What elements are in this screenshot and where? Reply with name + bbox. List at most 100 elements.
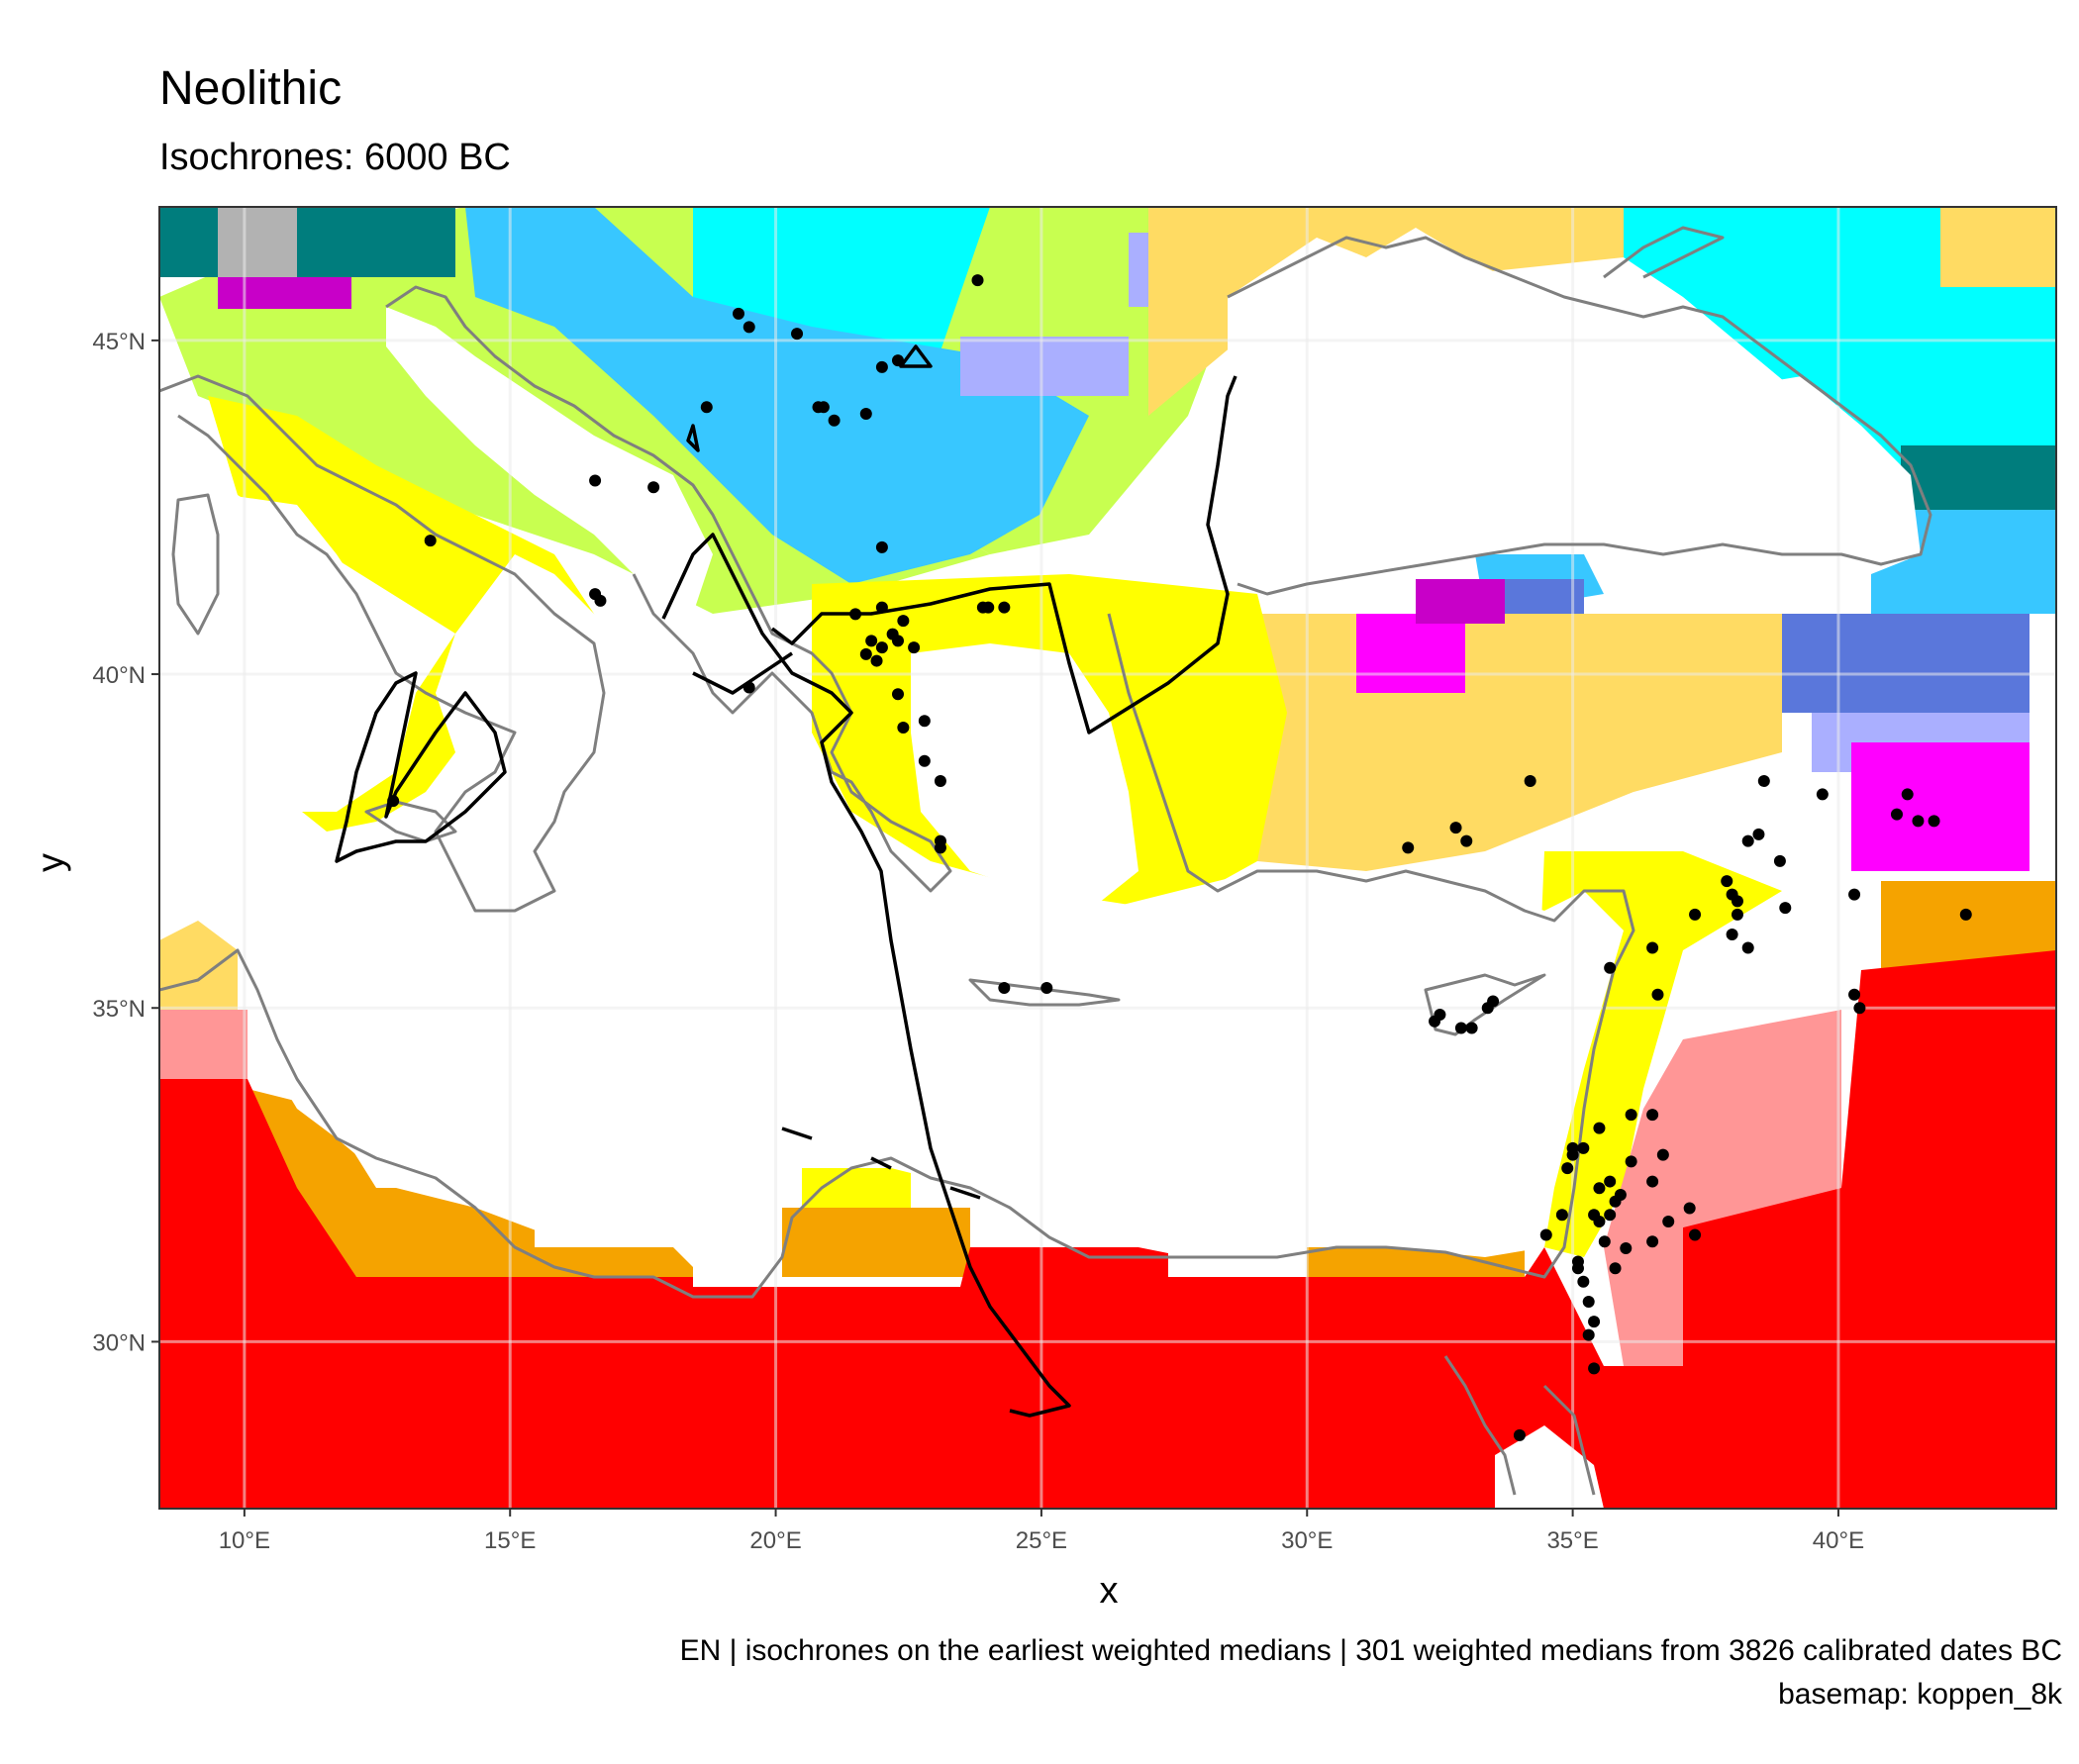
graticule xyxy=(159,207,2056,1509)
isochrone-sicily xyxy=(335,671,507,863)
site-point xyxy=(1721,875,1733,888)
site-point xyxy=(1524,774,1536,787)
site-point xyxy=(1625,1109,1637,1122)
site-point xyxy=(1582,1328,1595,1341)
site-point xyxy=(424,535,437,547)
site-point xyxy=(897,615,910,628)
region-dry-continental-anatolia xyxy=(1416,579,1505,624)
site-point xyxy=(998,601,1011,614)
coastline-north-africa xyxy=(159,948,1506,1299)
site-point xyxy=(1040,982,1053,994)
site-point xyxy=(1571,1262,1584,1275)
site-point xyxy=(934,774,946,787)
site-point xyxy=(971,274,984,287)
site-point xyxy=(1848,988,1861,1001)
site-point xyxy=(1487,995,1500,1008)
region-cold-desert-maghreb xyxy=(159,1010,248,1079)
climate-raster xyxy=(159,207,2056,1509)
site-point xyxy=(1454,1022,1467,1034)
site-point xyxy=(1566,1141,1579,1154)
site-point xyxy=(1539,1228,1552,1241)
site-point xyxy=(908,641,921,654)
site-point xyxy=(1752,828,1765,840)
caption-line-1: EN | isochrones on the earliest weighted… xyxy=(679,1634,2062,1667)
site-point xyxy=(828,414,841,427)
isochrones xyxy=(335,344,1238,1418)
site-point xyxy=(1513,1428,1526,1441)
site-point xyxy=(982,601,995,614)
site-point xyxy=(700,401,713,414)
site-point xyxy=(892,688,905,701)
isochrone-small xyxy=(686,344,933,452)
site-point xyxy=(1402,841,1415,854)
site-point xyxy=(1651,988,1664,1001)
region-dry-hot-continental-b xyxy=(1851,742,2030,871)
site-point xyxy=(647,481,660,494)
site-point xyxy=(859,647,872,660)
site-point xyxy=(742,681,755,694)
map-panel xyxy=(159,207,2056,1509)
site-point xyxy=(1683,1202,1696,1215)
region-dry-hot-continental xyxy=(1356,614,1465,693)
red-sea xyxy=(1495,1425,1604,1509)
adriatic-sea xyxy=(386,307,713,634)
region-hot-desert xyxy=(159,950,2056,1509)
region-dry-summer-cool-continental xyxy=(960,337,1129,396)
site-point xyxy=(1646,1235,1659,1248)
site-point xyxy=(387,795,400,808)
x-tick-label: 15°E xyxy=(484,1527,536,1554)
x-tick-label: 20°E xyxy=(749,1527,801,1554)
y-tick-label: 35°N xyxy=(92,996,146,1023)
region-tundra-east xyxy=(1901,445,2056,510)
x-tick-label: 40°E xyxy=(1813,1527,1864,1554)
site-point xyxy=(1620,1242,1633,1254)
x-tick-label: 35°E xyxy=(1546,1527,1598,1554)
site-point xyxy=(1582,1295,1595,1308)
region-dry-continental-alps xyxy=(218,277,351,309)
site-point xyxy=(589,474,602,487)
region-tundra xyxy=(159,207,455,277)
isochrone-balkans xyxy=(661,375,1238,1418)
x-tick-label: 25°E xyxy=(1016,1527,1067,1554)
panel-border xyxy=(158,206,2057,1510)
site-point xyxy=(1779,902,1792,915)
site-point xyxy=(1959,908,1972,921)
site-point xyxy=(594,594,607,607)
mediterranean-sea xyxy=(159,465,1624,1287)
site-point xyxy=(1901,788,1914,801)
site-point xyxy=(1726,929,1738,941)
site-point xyxy=(1646,941,1659,954)
region-alpine xyxy=(218,207,297,277)
site-point xyxy=(1588,1362,1601,1375)
site-point xyxy=(875,641,888,654)
map-title: Neolithic xyxy=(159,62,343,115)
site-point xyxy=(1561,1162,1574,1175)
site-point xyxy=(1577,1275,1590,1288)
site-point xyxy=(875,601,888,614)
y-tick-label: 45°N xyxy=(92,329,146,355)
site-point xyxy=(875,540,888,553)
x-tick-label: 10°E xyxy=(219,1527,270,1554)
site-point xyxy=(1773,854,1786,867)
y-tick-label: 40°N xyxy=(92,662,146,689)
site-point xyxy=(732,307,744,320)
caption: EN | isochrones on the earliest weighted… xyxy=(680,1629,2062,1716)
site-point xyxy=(1731,908,1743,921)
x-tick-label: 30°E xyxy=(1281,1527,1333,1554)
site-point xyxy=(849,608,862,621)
site-point xyxy=(892,354,905,367)
site-point xyxy=(1646,1175,1659,1188)
coastline-crete xyxy=(968,978,1121,1007)
site-point xyxy=(1598,1235,1611,1248)
site-point xyxy=(1890,808,1903,821)
site-point xyxy=(1741,834,1754,847)
site-point xyxy=(1449,822,1462,834)
site-point xyxy=(865,635,878,647)
site-point xyxy=(1460,834,1473,847)
site-point xyxy=(870,654,883,667)
site-point xyxy=(1604,1175,1617,1188)
coastline-sardinia xyxy=(171,493,220,636)
y-tick-label: 30°N xyxy=(92,1329,146,1356)
coastline-aegean-east xyxy=(1107,613,1635,1279)
site-point xyxy=(1928,815,1940,828)
